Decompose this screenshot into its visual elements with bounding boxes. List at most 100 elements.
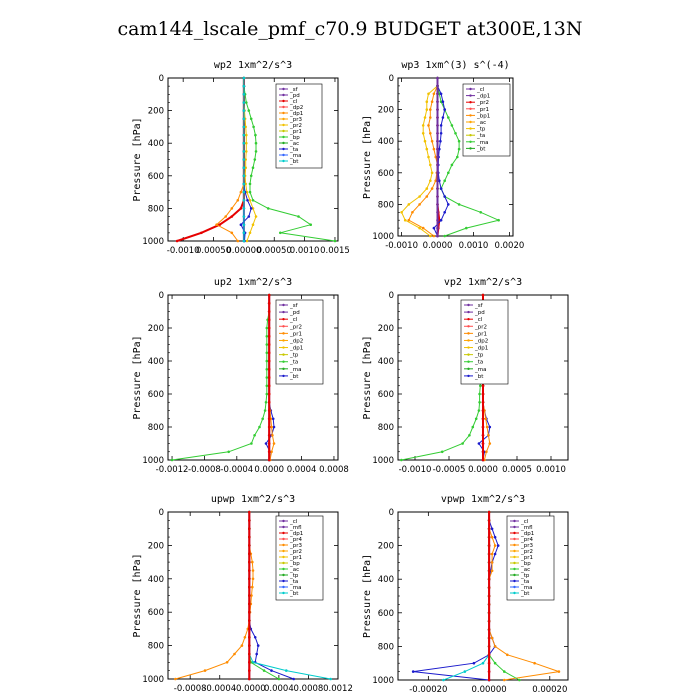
- data-point: [487, 527, 491, 531]
- data-point: [248, 661, 251, 664]
- data-point: [436, 203, 439, 206]
- y-tick-label: 1000: [142, 237, 164, 247]
- y-tick-label: 0: [159, 508, 164, 518]
- legend-label: _pr1: [289, 331, 302, 337]
- data-point: [248, 569, 251, 572]
- legend-label: _cl: [289, 317, 298, 323]
- legend-marker: [467, 325, 470, 328]
- data-point: [249, 117, 253, 121]
- legend-label: _bp: [520, 561, 531, 567]
- data-point: [457, 139, 461, 143]
- legend-marker: [282, 159, 285, 163]
- legend-label: _bp: [289, 561, 300, 567]
- data-point: [242, 223, 246, 226]
- legend-label: _pd: [289, 310, 300, 316]
- y-tick-label: 0: [159, 74, 164, 84]
- legend-label: _dp1: [289, 346, 303, 352]
- legend-marker: [469, 94, 472, 97]
- y-axis-label: Pressure [hPa]: [362, 335, 373, 419]
- data-point: [493, 552, 497, 556]
- legend-label: _bt: [476, 146, 486, 152]
- data-point: [270, 450, 273, 454]
- x-tick-label: -0.0010: [385, 241, 418, 251]
- legend-marker: [513, 519, 516, 523]
- data-point: [267, 401, 271, 404]
- legend-label: _ma: [476, 140, 488, 146]
- chart-title: vp2 1xm^2/s^3: [444, 277, 522, 288]
- legend-marker: [282, 325, 285, 328]
- legend-label: _pr4: [289, 537, 303, 543]
- y-tick-label: 800: [148, 204, 164, 214]
- data-point: [251, 577, 255, 581]
- data-point: [425, 100, 429, 103]
- legend-marker: [282, 353, 285, 356]
- legend-marker: [513, 579, 516, 583]
- data-point: [425, 147, 429, 151]
- legend-label: _ma: [474, 367, 486, 373]
- data-point: [233, 652, 236, 656]
- data-point: [230, 215, 234, 218]
- x-tick-label: 0.00050: [257, 246, 292, 256]
- x-tick-label: 0.0000: [423, 241, 453, 251]
- data-point: [429, 234, 432, 238]
- data-point: [261, 417, 265, 421]
- data-point: [463, 670, 467, 673]
- legend-marker: [469, 127, 472, 130]
- data-point: [254, 141, 258, 145]
- data-point: [215, 223, 218, 226]
- data-point: [244, 158, 247, 161]
- legend-label: _pr3: [289, 543, 303, 549]
- legend-marker: [282, 87, 285, 91]
- chart-panel-3: up2 1xm^2/s^3 Pressure [hPa] 0 200 400 600 800…: [132, 277, 349, 475]
- legend-marker: [282, 303, 285, 307]
- legend-marker: [513, 537, 516, 541]
- data-point: [242, 93, 246, 96]
- x-tick-label: -0.0005: [433, 465, 466, 475]
- data-point: [254, 133, 257, 137]
- data-point: [267, 376, 271, 379]
- legend-label: _bt: [520, 591, 530, 597]
- data-point: [267, 417, 271, 421]
- data-point: [429, 132, 432, 135]
- legend-marker: [469, 107, 472, 111]
- data-point: [443, 179, 447, 182]
- legend-marker: [282, 99, 285, 103]
- data-point: [239, 207, 243, 210]
- data-point: [251, 166, 255, 169]
- y-tick-label: 800: [378, 423, 394, 433]
- legend-marker: [282, 317, 285, 321]
- data-point: [436, 226, 439, 230]
- data-point: [481, 661, 485, 665]
- chart-title: wp3 1xm^(3) s^(-4): [401, 60, 509, 71]
- data-point: [270, 425, 273, 429]
- legend-label: _dp2: [289, 338, 303, 344]
- data-point: [248, 627, 251, 631]
- data-point: [496, 544, 500, 547]
- data-point: [418, 226, 421, 230]
- x-tick-label: 0.00000: [226, 246, 261, 256]
- data-point: [242, 166, 246, 169]
- x-tick-label: 0.0012: [323, 684, 353, 694]
- x-tick-label: -0.0008: [174, 684, 207, 694]
- legend-marker: [282, 129, 285, 133]
- data-point: [439, 139, 442, 143]
- data-point: [285, 669, 288, 672]
- y-tick-label: 800: [148, 642, 164, 652]
- chart-title: vpwp 1xm^2/s^3: [441, 494, 525, 505]
- legend-label: _pr3: [289, 117, 303, 123]
- data-point: [478, 392, 481, 396]
- data-point: [432, 234, 436, 238]
- data-point: [245, 150, 248, 153]
- data-point: [438, 147, 441, 151]
- legend-label: _ta: [520, 579, 529, 585]
- data-point: [263, 409, 267, 412]
- data-point: [230, 231, 234, 235]
- legend-label: _mfl: [520, 525, 533, 531]
- data-point: [481, 434, 485, 437]
- legend-marker: [469, 140, 472, 143]
- data-point: [267, 409, 271, 412]
- data-point: [429, 163, 432, 167]
- data-point: [242, 231, 246, 235]
- data-point: [430, 100, 434, 103]
- legend-label: _tp: [289, 573, 299, 579]
